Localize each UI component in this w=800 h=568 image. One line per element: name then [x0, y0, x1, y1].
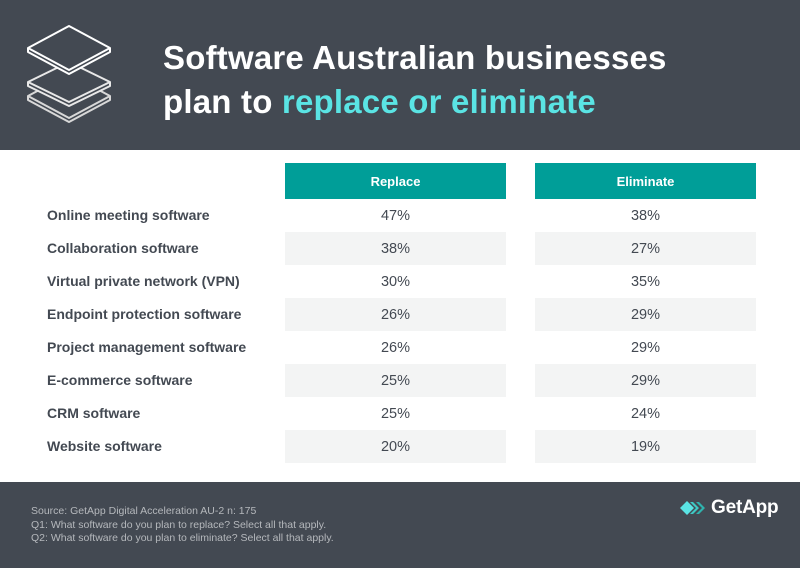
eliminate-value: 38%: [630, 207, 661, 224]
table-row: E-commerce software 25% 29%: [0, 364, 800, 397]
row-label: Collaboration software: [47, 240, 199, 256]
replace-value: 38%: [285, 232, 506, 265]
row-label: CRM software: [47, 405, 141, 421]
footer: Source: GetApp Digital Acceleration AU-2…: [0, 482, 800, 568]
column-header-eliminate: Eliminate: [535, 163, 756, 199]
table-row: Website software 20% 19%: [0, 430, 800, 463]
table-row: Endpoint protection software 26% 29%: [0, 298, 800, 331]
replace-value: 26%: [285, 298, 506, 331]
table-row: CRM software 25% 24%: [0, 397, 800, 430]
row-label: E-commerce software: [47, 372, 193, 388]
title-line-2: plan to replace or eliminate: [163, 80, 667, 124]
table-row: Project management software 26% 29%: [0, 331, 800, 364]
column-header-replace: Replace: [285, 163, 506, 199]
replace-value: 26%: [380, 339, 411, 356]
source-note: Source: GetApp Digital Acceleration AU-2…: [31, 505, 257, 517]
question-1-note: Q1: What software do you plan to replace…: [31, 518, 327, 531]
header-banner: Software Australian businesses plan to r…: [0, 0, 800, 150]
replace-value: 30%: [380, 273, 411, 290]
question-2-note: Q2: What software do you plan to elimina…: [31, 532, 334, 544]
replace-value: 25%: [285, 364, 506, 397]
eliminate-value: 29%: [630, 339, 661, 356]
table-row: Virtual private network (VPN) 30% 35%: [0, 265, 800, 298]
row-label: Online meeting software: [47, 207, 210, 223]
row-label: Website software: [47, 438, 162, 454]
eliminate-value: 29%: [535, 298, 756, 331]
row-label: Project management software: [47, 339, 247, 355]
comparison-table: Replace Eliminate Online meeting softwar…: [0, 150, 800, 482]
eliminate-value: 29%: [535, 364, 756, 397]
getapp-logo: GetApp: [680, 497, 779, 519]
row-label: Virtual private network (VPN): [47, 273, 240, 289]
table-row: Collaboration software 38% 27%: [0, 232, 800, 265]
row-label: Endpoint protection software: [47, 306, 242, 322]
title-line-1: Software Australian businesses: [163, 39, 667, 76]
replace-value: 47%: [380, 207, 411, 224]
getapp-chevrons-icon: [680, 501, 705, 515]
eliminate-value: 27%: [535, 232, 756, 265]
replace-value: 20%: [285, 430, 506, 463]
eliminate-value: 24%: [630, 405, 661, 422]
logo-text: GetApp: [711, 497, 779, 518]
eliminate-value: 35%: [630, 273, 661, 290]
title-accent: replace or eliminate: [281, 83, 596, 120]
eliminate-value: 19%: [535, 430, 756, 463]
page-title: Software Australian businesses plan to r…: [163, 36, 667, 124]
title-prefix: plan to: [163, 83, 282, 120]
layers-stack-icon: [27, 25, 111, 123]
table-row: Online meeting software 47% 38%: [0, 199, 800, 232]
footnotes: Source: GetApp Digital Acceleration AU-2…: [31, 505, 334, 546]
replace-value: 25%: [380, 405, 411, 422]
